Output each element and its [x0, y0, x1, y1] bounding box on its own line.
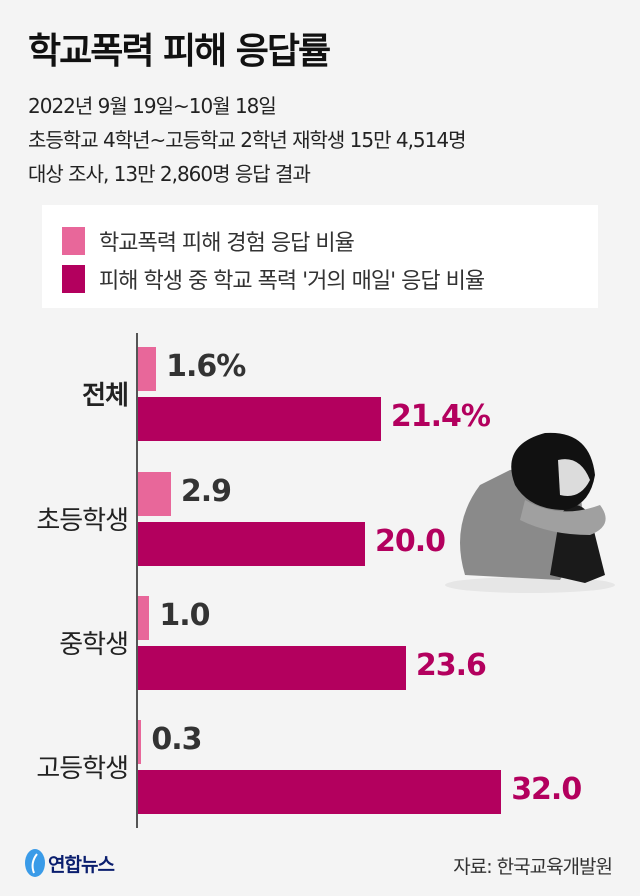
legend-label: 피해 학생 중 학교 폭력 '거의 매일' 응답 비율 [99, 269, 485, 294]
legend-item: 피해 학생 중 학교 폭력 '거의 매일' 응답 비율 [62, 263, 485, 295]
data-label: 20.0 [375, 524, 446, 559]
subtitle-line: 2022년 9월 19일~10월 18일 [28, 94, 277, 118]
legend-label: 학교폭력 피해 경험 응답 비율 [99, 231, 355, 256]
source-note: 자료: 한국교육개발원 [453, 856, 613, 878]
yonhap-logo: 연합뉴스 [24, 848, 115, 878]
legend-swatch [62, 227, 85, 255]
data-label: 1.0 [159, 598, 210, 633]
data-label: 21.4% [390, 399, 491, 434]
bar-victim-rate [138, 472, 171, 516]
legend: 학교폭력 피해 경험 응답 비율 피해 학생 중 학교 폭력 '거의 매일' 응… [42, 205, 598, 308]
logo-icon [25, 849, 45, 877]
subtitle-line: 초등학교 4학년~고등학교 2학년 재학생 15만 4,514명 [28, 128, 466, 152]
category-label: 전체 [82, 381, 129, 411]
bar-victim-rate [138, 720, 142, 764]
page-title: 학교폭력 피해 응답률 [28, 31, 331, 72]
subtitle-line: 대상 조사, 13만 2,860명 응답 결과 [28, 162, 311, 186]
category-label: 고등학생 [36, 754, 129, 784]
data-label: 23.6 [415, 648, 487, 683]
data-label: 1.6% [166, 349, 246, 384]
bar-almost-daily-rate [138, 522, 365, 566]
data-label: 2.9 [180, 474, 232, 509]
bar-victim-rate [138, 596, 150, 640]
y-axis-line [136, 333, 138, 828]
bar-victim-rate [138, 347, 157, 391]
bar-almost-daily-rate [138, 397, 381, 441]
data-label: 0.3 [151, 722, 202, 757]
category-label: 초등학생 [36, 506, 129, 536]
legend-item: 학교폭력 피해 경험 응답 비율 [62, 225, 355, 257]
data-label: 32.0 [511, 772, 582, 807]
legend-swatch [62, 265, 85, 293]
category-label: 중학생 [59, 630, 129, 660]
bar-almost-daily-rate [138, 646, 406, 690]
bar-almost-daily-rate [138, 770, 502, 814]
crouching-student-illustration [445, 432, 615, 593]
